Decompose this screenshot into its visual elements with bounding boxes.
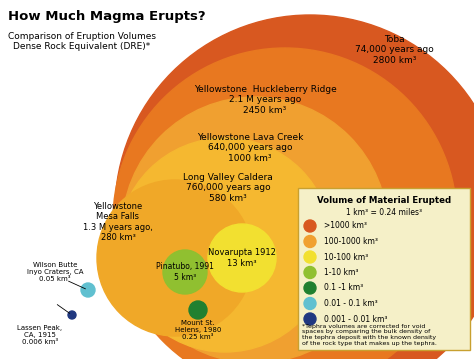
Circle shape: [304, 220, 316, 232]
Circle shape: [163, 250, 207, 294]
Text: Wilson Butte
Inyo Craters, CA
0.05 km³: Wilson Butte Inyo Craters, CA 0.05 km³: [27, 262, 83, 282]
Circle shape: [304, 251, 316, 263]
Circle shape: [122, 97, 388, 359]
Circle shape: [113, 48, 457, 359]
Text: Yellowstone
Mesa Falls
1.3 M years ago,
280 km³: Yellowstone Mesa Falls 1.3 M years ago, …: [83, 202, 153, 242]
Circle shape: [68, 311, 76, 319]
Circle shape: [115, 15, 474, 359]
Text: Pinatubo, 1991
5 km³: Pinatubo, 1991 5 km³: [156, 262, 214, 282]
Text: >1000 km³: >1000 km³: [324, 222, 367, 230]
Text: Yellowstone Lava Creek
640,000 years ago
1000 km³: Yellowstone Lava Creek 640,000 years ago…: [197, 133, 303, 163]
Circle shape: [118, 138, 332, 352]
Circle shape: [208, 224, 276, 292]
Text: 0.001 - 0.01 km³: 0.001 - 0.01 km³: [324, 314, 388, 323]
Text: Mount St.
Helens, 1980
0.25 km³: Mount St. Helens, 1980 0.25 km³: [175, 320, 221, 340]
Text: 0.01 - 0.1 km³: 0.01 - 0.1 km³: [324, 299, 378, 308]
Text: 100-1000 km³: 100-1000 km³: [324, 237, 378, 246]
Text: Long Valley Caldera
760,000 years ago
580 km³: Long Valley Caldera 760,000 years ago 58…: [183, 173, 273, 203]
Circle shape: [189, 301, 207, 319]
Circle shape: [304, 298, 316, 309]
Text: Volume of Material Erupted: Volume of Material Erupted: [317, 196, 451, 205]
Text: 1 km³ = 0.24 miles³: 1 km³ = 0.24 miles³: [346, 208, 422, 217]
Text: Yellowstone  Huckleberry Ridge
2.1 M years ago
2450 km³: Yellowstone Huckleberry Ridge 2.1 M year…: [193, 85, 337, 115]
Text: Novarupta 1912
13 km³: Novarupta 1912 13 km³: [208, 248, 276, 268]
Circle shape: [304, 236, 316, 247]
Circle shape: [81, 283, 95, 297]
Circle shape: [304, 282, 316, 294]
Text: How Much Magma Erupts?: How Much Magma Erupts?: [8, 10, 206, 23]
Text: Toba
74,000 years ago
2800 km³: Toba 74,000 years ago 2800 km³: [355, 35, 434, 65]
Text: 10-100 km³: 10-100 km³: [324, 252, 368, 261]
Text: Comparison of Eruption Volumes
Dense Rock Equivalent (DRE)*: Comparison of Eruption Volumes Dense Roc…: [8, 32, 156, 51]
Text: 1-10 km³: 1-10 km³: [324, 268, 358, 277]
Text: *Tephra volumes are corrected for void
spaces by comparing the bulk density of
t: *Tephra volumes are corrected for void s…: [302, 323, 437, 346]
Circle shape: [304, 266, 316, 279]
FancyBboxPatch shape: [298, 188, 470, 350]
Circle shape: [97, 180, 253, 336]
Circle shape: [304, 313, 316, 325]
Text: Lassen Peak,
CA, 1915
0.006 km³: Lassen Peak, CA, 1915 0.006 km³: [18, 325, 63, 345]
Text: 0.1 -1 km³: 0.1 -1 km³: [324, 284, 363, 293]
